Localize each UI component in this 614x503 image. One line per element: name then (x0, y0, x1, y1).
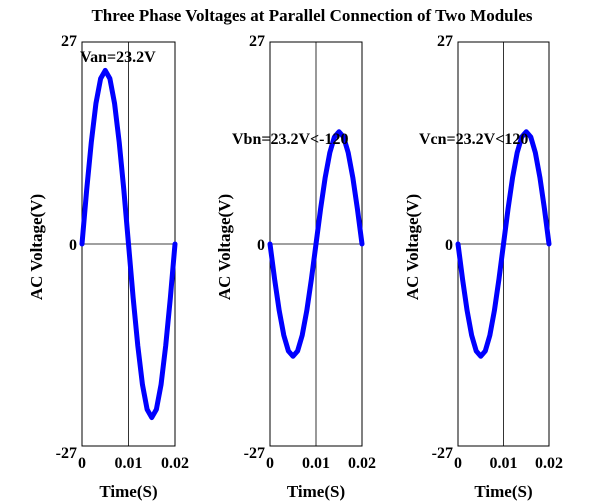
y-tick-label: 0 (69, 237, 77, 254)
annotation-label: Vbn=23.2V<-120 (232, 131, 348, 148)
y-tick-label: 27 (249, 33, 265, 50)
x-axis-label: Time(S) (99, 482, 157, 501)
annotation-label: Van=23.2V (80, 49, 156, 66)
x-axis-label: Time(S) (287, 482, 345, 501)
y-axis-label: AC Voltage(V) (27, 194, 46, 300)
x-tick-label: 0.02 (348, 455, 376, 472)
y-tick-label: 27 (437, 33, 453, 50)
y-tick-label: -27 (244, 445, 265, 462)
y-tick-label: -27 (56, 445, 77, 462)
y-tick-label: -27 (432, 445, 453, 462)
x-tick-label: 0 (78, 455, 86, 472)
annotation-label: Vcn=23.2V<120 (419, 131, 528, 148)
x-tick-label: 0.01 (302, 455, 330, 472)
x-tick-label: 0.01 (490, 455, 518, 472)
y-axis-label: AC Voltage(V) (403, 194, 422, 300)
x-tick-label: 0 (266, 455, 274, 472)
y-axis-label: AC Voltage(V) (215, 194, 234, 300)
y-tick-label: 0 (445, 237, 453, 254)
x-axis-label: Time(S) (474, 482, 532, 501)
y-tick-label: 0 (257, 237, 265, 254)
x-tick-label: 0 (454, 455, 462, 472)
x-tick-label: 0.02 (535, 455, 563, 472)
figure-title: Three Phase Voltages at Parallel Connect… (91, 6, 532, 25)
x-tick-label: 0.02 (161, 455, 189, 472)
series-line (267, 129, 365, 359)
series-line (79, 67, 178, 421)
series-line (455, 129, 552, 359)
y-tick-label: 27 (61, 33, 77, 50)
x-tick-label: 0.01 (115, 455, 143, 472)
